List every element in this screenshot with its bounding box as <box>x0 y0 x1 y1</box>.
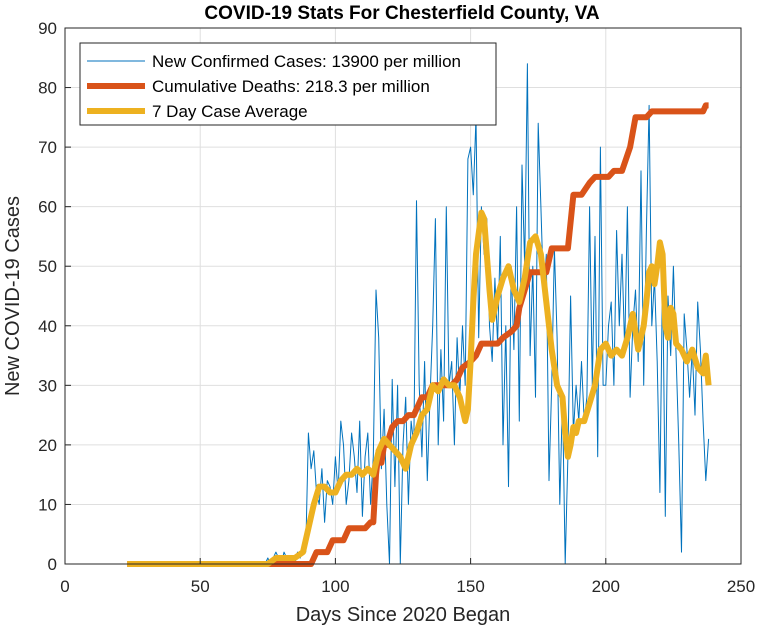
y-tick-label: 70 <box>38 138 57 157</box>
y-tick-label: 10 <box>38 495 57 514</box>
axis-ticks: 0 50 100 150 200 250 0 10 20 30 40 50 60 70 80 90 <box>38 19 755 596</box>
legend-label-cumulative-deaths: Cumulative Deaths: 218.3 per million <box>152 77 430 96</box>
x-tick-label: 50 <box>191 577 210 596</box>
x-tick-label: 250 <box>727 577 755 596</box>
legend: New Confirmed Cases: 13900 per million C… <box>79 42 497 126</box>
x-tick-label: 100 <box>321 577 349 596</box>
x-tick-label: 200 <box>592 577 620 596</box>
legend-box <box>79 42 497 126</box>
y-tick-label: 60 <box>38 198 57 217</box>
y-tick-label: 40 <box>38 317 57 336</box>
axes-box <box>64 27 742 565</box>
series-lines <box>127 63 712 567</box>
x-tick-label: 150 <box>456 577 484 596</box>
y-tick-label: 50 <box>38 257 57 276</box>
y-tick-label: 30 <box>38 376 57 395</box>
y-tick-label: 90 <box>38 19 57 38</box>
y-axis-label: New COVID-19 Cases <box>2 196 24 396</box>
seven-day-average-line <box>127 209 712 567</box>
x-axis-label: Days Since 2020 Began <box>296 604 511 626</box>
chart-title: COVID-19 Stats For Chesterfield County, … <box>204 3 599 24</box>
y-tick-label: 80 <box>38 79 57 98</box>
y-tick-label: 0 <box>48 555 57 574</box>
legend-label-7-day-average: 7 Day Case Average <box>152 102 308 121</box>
legend-label-new-cases: New Confirmed Cases: 13900 per million <box>152 52 461 71</box>
x-tick-label: 0 <box>60 577 69 596</box>
y-tick-label: 20 <box>38 436 57 455</box>
